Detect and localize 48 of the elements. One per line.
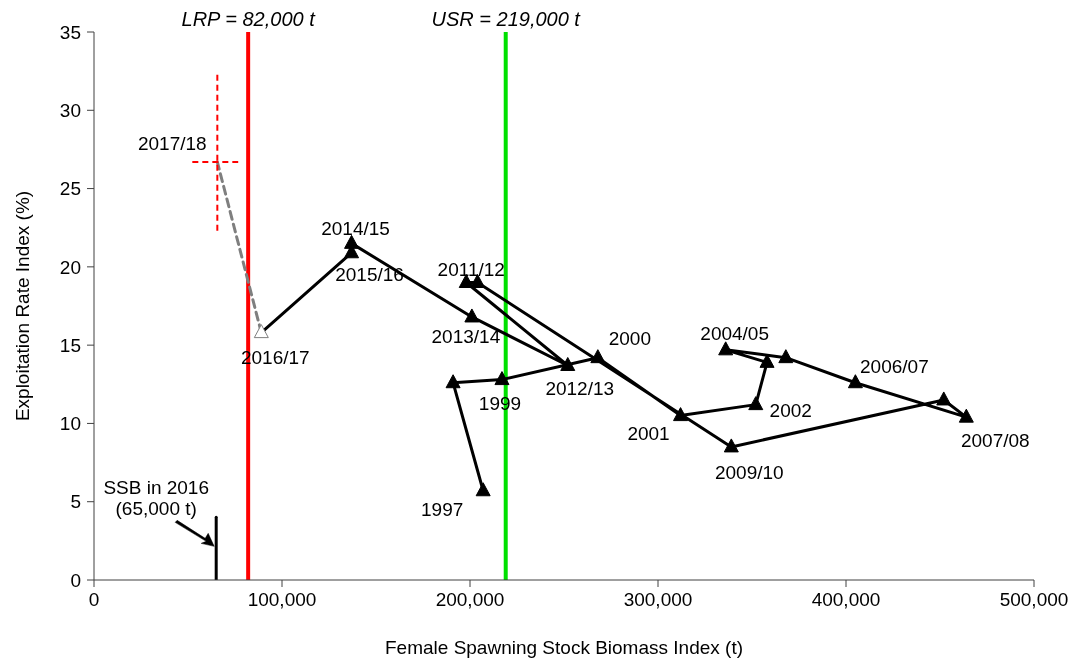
x-tick-label: 300,000 (623, 589, 693, 611)
annotation: 2017/18 (137, 132, 207, 154)
annotation: 2000 (608, 327, 651, 349)
x-tick-label: 0 (88, 589, 100, 611)
point (560, 357, 576, 371)
annotation: 2006/07 (860, 355, 929, 377)
annotation: 2014/15 (321, 217, 390, 239)
x-tick-label: 500,000 (999, 589, 1069, 611)
y-axis-title: Exploitation Rate Index (%) (11, 190, 33, 422)
y-tick-label: 25 (59, 178, 81, 200)
annotation: 2012/13 (545, 378, 615, 399)
point (936, 391, 952, 406)
annotation: SSB in 2016 (65,000 t) (103, 476, 210, 519)
point (723, 438, 739, 453)
y-tick-label: 20 (59, 256, 81, 278)
annotation: 2001 (627, 422, 670, 444)
ref-line-label: LRP = 82,000 t (181, 8, 317, 30)
point (847, 374, 863, 389)
annotation: 2009/10 (714, 461, 784, 483)
point (590, 349, 606, 364)
y-tick-label: 0 (70, 569, 81, 591)
x-tick-label: 100,000 (247, 589, 317, 611)
point (445, 374, 461, 389)
x-tick-label: 200,000 (435, 589, 505, 611)
x-tick-label: 400,000 (811, 589, 881, 611)
y-tick-label: 15 (59, 334, 81, 356)
y-tick-label: 35 (59, 21, 81, 43)
annotation: 1997 (421, 498, 464, 520)
point (475, 482, 491, 497)
point (253, 324, 269, 339)
annotation: 2013/14 (431, 325, 501, 347)
annotation: 2004/05 (700, 322, 770, 344)
annotation: 2007/08 (960, 429, 1030, 451)
point (748, 396, 764, 411)
y-tick-label: 10 (59, 413, 81, 435)
point (494, 371, 510, 386)
x-axis-title: Female Spawning Stock Biomass Index (t) (385, 637, 743, 658)
annotation: 2011/12 (437, 258, 505, 280)
point (718, 341, 734, 356)
point (673, 407, 689, 422)
annotation: 2002 (769, 399, 812, 421)
y-tick-label: 5 (70, 491, 81, 513)
point (464, 308, 480, 323)
y-tick-label: 30 (59, 100, 81, 122)
point (778, 349, 794, 364)
point (958, 408, 974, 423)
annotation: 2015/16 (335, 263, 404, 285)
ref-line-label: USR = 219,000 t (431, 8, 582, 30)
